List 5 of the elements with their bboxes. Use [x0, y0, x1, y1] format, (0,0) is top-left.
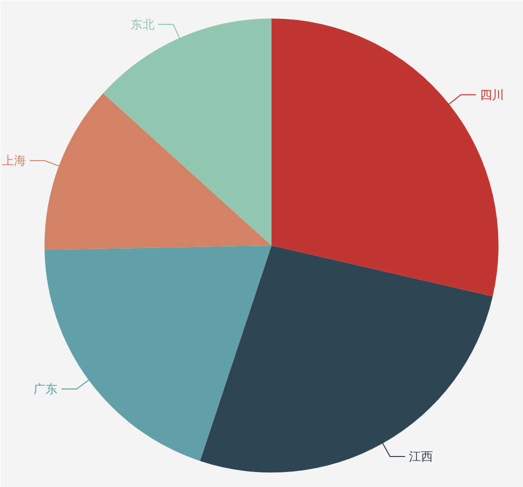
- slice-label: 广东: [34, 382, 58, 396]
- slice-label: 江西: [409, 449, 434, 464]
- slice-label: 四川: [480, 88, 504, 102]
- slice-label: 东北: [130, 17, 154, 32]
- slice-label: 上海: [2, 154, 26, 168]
